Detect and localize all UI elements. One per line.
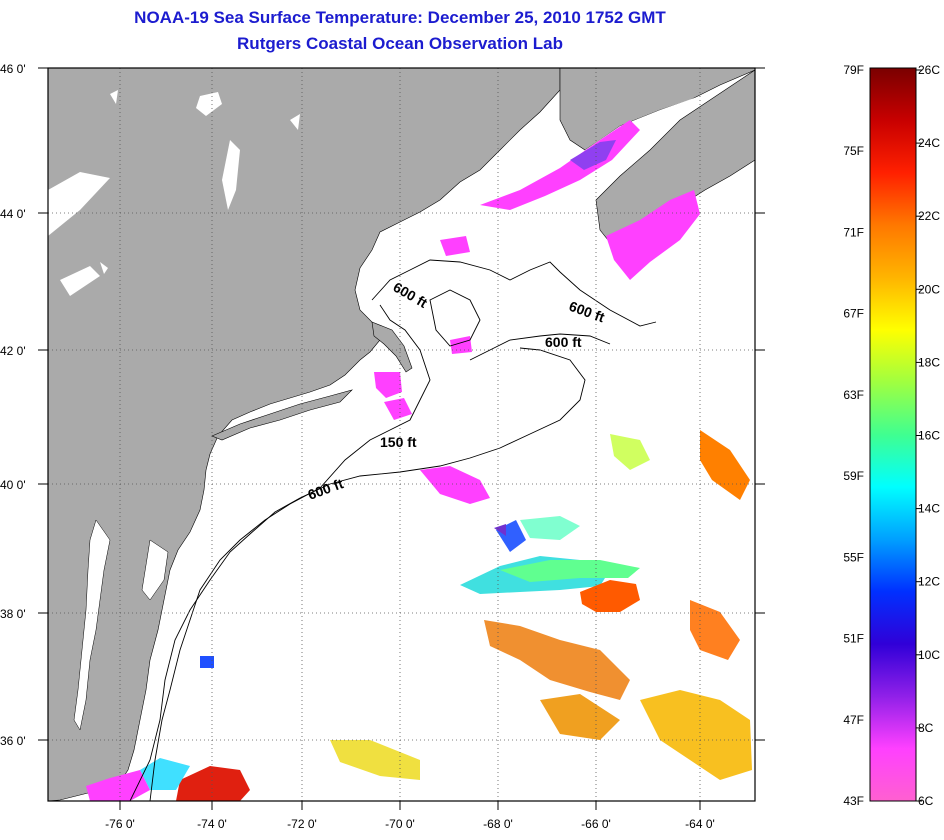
scale-c-label: 6C	[918, 794, 934, 808]
lat-label-42: 42 0'	[0, 344, 26, 358]
scale-f-label: 75F	[843, 144, 864, 158]
sst-patch-orange-offshore	[484, 620, 630, 700]
land-cape-cod	[371, 321, 413, 373]
lon-label-68: -68 0'	[483, 817, 513, 831]
sst-patch-shelf-break	[420, 466, 490, 504]
scale-f-label: 47F	[843, 713, 864, 727]
sst-patch-gulf-maine-violet	[570, 140, 616, 170]
land-layer	[48, 68, 755, 801]
lon-label-66: -66 0'	[581, 817, 611, 831]
scale-c-label: 10C	[918, 648, 940, 662]
lat-label-40: 40 0'	[0, 478, 26, 492]
contour-label-150ft: 150 ft	[380, 434, 417, 450]
scale-c-label: 16C	[918, 429, 940, 443]
scale-f-label: 55F	[843, 550, 864, 564]
sst-patch-nantucket	[384, 398, 412, 420]
sst-patch-green-yellow	[610, 434, 650, 470]
scale-c-label: 12C	[918, 575, 940, 589]
scale-f-label: 51F	[843, 632, 864, 646]
scale-f-label: 67F	[843, 307, 864, 321]
depth-contours	[129, 259, 657, 801]
scale-c-label: 24C	[918, 136, 940, 150]
lat-label-44: 44 0'	[0, 207, 26, 221]
sst-patch-orange-east	[690, 600, 740, 660]
contour-150ft	[149, 304, 431, 801]
sst-patch-yellow-south	[330, 740, 420, 780]
sst-patch-sw-blue	[200, 656, 214, 668]
contour-600ft-gulf-maine	[371, 259, 657, 327]
contour-label-600ft-c: 600 ft	[545, 334, 582, 350]
contour-600ft-south	[129, 347, 586, 801]
scale-f-label: 43F	[843, 794, 864, 808]
celsius-labels: 26C 24C 22C 20C 18C 16C 14C 12C 10C 8C 6C	[916, 63, 940, 808]
lat-label-36: 36 0'	[0, 734, 26, 748]
scale-f-label: 63F	[843, 388, 864, 402]
scale-c-label: 18C	[918, 355, 940, 369]
contour-600ft-georges	[469, 333, 611, 361]
sst-patch-violet	[494, 524, 506, 536]
color-scale-bar	[869, 67, 917, 802]
map-frame	[47, 67, 756, 802]
sst-patch-cape-cod	[374, 372, 402, 398]
lon-label-64: -64 0'	[685, 817, 715, 831]
scale-c-label: 26C	[918, 63, 940, 77]
lat-label-38: 38 0'	[0, 607, 26, 621]
lon-label-70: -70 0'	[385, 817, 415, 831]
lon-label-74: -74 0'	[197, 817, 227, 831]
lat-label-46: 46 0'	[0, 62, 26, 76]
sst-patch-yellow-offshore	[640, 690, 752, 780]
land-long-island	[211, 389, 354, 441]
sst-patch-orange-ne	[700, 430, 750, 500]
sst-patch-orange-south	[540, 694, 620, 740]
scale-c-label: 20C	[918, 282, 940, 296]
sst-patch-warm-core	[580, 580, 640, 612]
scale-f-label: 79F	[843, 63, 864, 77]
fahrenheit-labels: 79F 75F 71F 67F 63F 59F 55F 51F 47F 43F	[843, 63, 864, 808]
scale-c-label: 8C	[918, 721, 934, 735]
scale-c-label: 22C	[918, 209, 940, 223]
map-title: NOAA-19 Sea Surface Temperature: Decembe…	[134, 8, 666, 27]
delaware-bay	[141, 539, 169, 601]
scale-c-label: 14C	[918, 502, 940, 516]
axis-ticks	[38, 67, 765, 810]
scale-f-label: 59F	[843, 469, 864, 483]
sst-patch-green-band	[500, 560, 640, 582]
chesapeake-bay	[73, 519, 111, 731]
sst-patch-scotian-shelf	[606, 190, 700, 280]
contour-600ft-basin	[429, 289, 481, 347]
sst-patch-sw-red	[176, 766, 250, 801]
sst-layer	[86, 120, 752, 801]
sst-patch-gulf-maine-mid	[450, 336, 472, 354]
lon-label-72: -72 0'	[287, 817, 317, 831]
map-subtitle: Rutgers Coastal Ocean Observation Lab	[237, 34, 563, 53]
land-us-mainland	[48, 68, 561, 801]
sst-patch-gulf-maine-small	[440, 236, 470, 256]
sst-patch-teal	[520, 516, 580, 540]
lon-label-76: -76 0'	[105, 817, 135, 831]
scale-f-label: 71F	[843, 225, 864, 239]
inland-water	[48, 90, 300, 296]
